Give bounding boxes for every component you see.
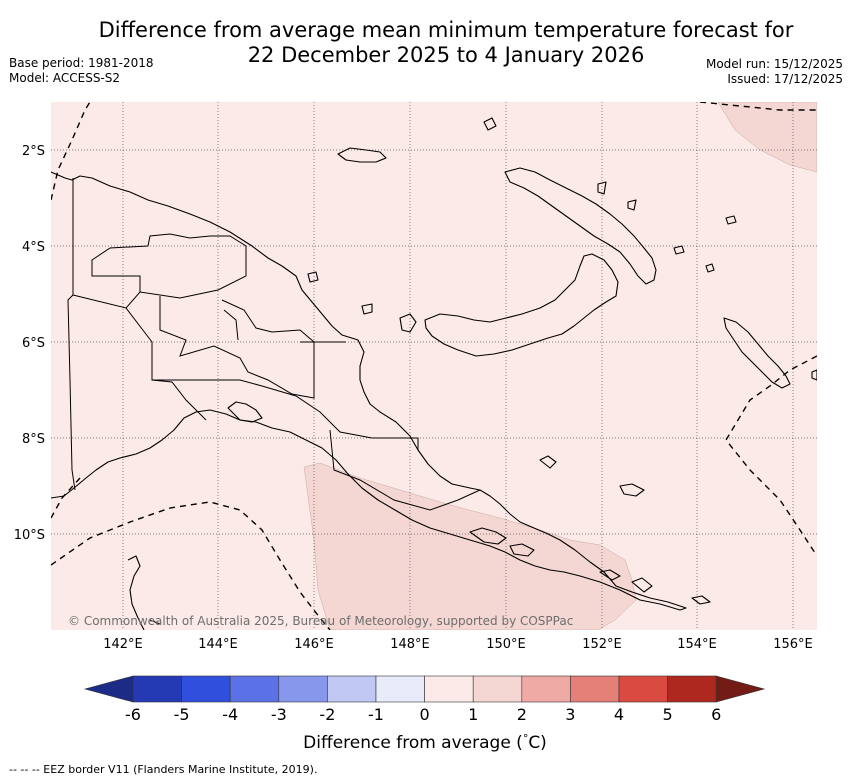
manus-island-coast: [337, 147, 387, 163]
colorbar-tick-label: 4: [614, 705, 624, 724]
colorbar-segment: [472, 675, 523, 703]
new-ireland-coast: [504, 167, 657, 285]
colorbar-title: Difference from average (°C): [0, 732, 850, 753]
eez-footnote: -- -- -- EEZ border V11 (Flanders Marine…: [9, 763, 318, 776]
lon-label: 156°E: [773, 637, 813, 652]
colorbar-segment: [132, 675, 182, 703]
title-line-2: 22 December 2025 to 4 January 2026: [247, 43, 645, 67]
colorbar-segment: [375, 675, 425, 703]
lon-label: 152°E: [582, 637, 622, 652]
lon-label: 142°E: [103, 637, 143, 652]
model-name: Model: ACCESS-S2: [9, 71, 121, 85]
province-border-west: [72, 233, 247, 309]
colorbar-segment: [424, 675, 474, 703]
colorbar-title-unit: C): [528, 733, 547, 753]
colorbar-tick-label: -4: [222, 705, 238, 724]
lon-label: 144°E: [198, 637, 238, 652]
colorbar-tick-label: -2: [319, 705, 335, 724]
new-britain-coast: [424, 253, 619, 357]
warmer-region-northeast: [717, 102, 817, 173]
base-period: Base period: 1981-2018: [9, 56, 154, 70]
colorbar-tick-label: 3: [565, 705, 575, 724]
colorbar-tick-label: -6: [125, 705, 141, 724]
louisiade-islands-coast: [599, 569, 711, 605]
colorbar-extend-low: [83, 675, 134, 703]
lon-label: 154°E: [677, 637, 717, 652]
colorbar-segment: [618, 675, 668, 703]
eez-borders: [51, 102, 817, 630]
colorbar-tick-label: 5: [663, 705, 673, 724]
lat-label: 6°S: [22, 336, 45, 351]
colorbar-segment: [570, 675, 620, 703]
colorbar-segment: [667, 675, 717, 703]
meta-left: Base period: 1981-2018 Model: ACCESS-S2: [9, 56, 154, 86]
province-border-south: [329, 429, 481, 511]
colorbar-segment: [181, 675, 231, 703]
bougainville-coast: [723, 317, 791, 389]
eez-border-east: [725, 355, 817, 557]
colorbar-segment: [278, 675, 328, 703]
map-attribution: © Commonwealth of Australia 2025, Bureau…: [68, 614, 573, 628]
lat-label: 8°S: [22, 432, 45, 447]
eez-border-north: [699, 102, 817, 111]
lon-label: 146°E: [294, 637, 334, 652]
province-border-central: [125, 307, 419, 450]
degree-symbol: °: [522, 732, 529, 745]
lat-label: 4°S: [22, 240, 45, 255]
dentrecasteaux-islands-coast: [469, 527, 535, 557]
lon-label: 148°E: [390, 637, 430, 652]
colorbar-tick-label: -3: [271, 705, 287, 724]
png-indonesia-border: [67, 178, 76, 491]
map-layers: © Commonwealth of Australia 2025, Bureau…: [51, 102, 817, 630]
eez-border-northwest: [51, 102, 91, 201]
map-title: Difference from average mean minimum tem…: [60, 18, 832, 68]
model-run: Model run: 15/12/2025: [705, 57, 843, 71]
colorbar-tick-label: 0: [420, 705, 430, 724]
province-border-highlands: [159, 296, 346, 399]
lat-label: 2°S: [22, 144, 45, 159]
australia-cape-york-coast: [127, 555, 161, 630]
admin-borders: [67, 178, 481, 511]
colorbar-segment: [229, 675, 280, 703]
colorbar-segment: [327, 675, 377, 703]
colorbar-tick-label: 1: [468, 705, 478, 724]
eez-border-west: [51, 477, 81, 519]
colorbar-title-text: Difference from average (: [303, 733, 523, 753]
longitude-labels: 142°E 144°E 146°E 148°E 150°E 152°E 154°…: [103, 637, 813, 652]
title-line-1: Difference from average mean minimum tem…: [98, 18, 794, 42]
colorbar-tick-label: 2: [517, 705, 527, 724]
trobriand-islands-coast: [539, 455, 645, 497]
fly-river-islands-coast: [227, 401, 263, 423]
coastlines: [51, 117, 817, 630]
colorbar-extend-high: [715, 675, 766, 703]
issued-date: Issued: 17/12/2025: [727, 72, 843, 86]
meta-right: Model run: 15/12/2025 Issued: 17/12/2025: [706, 57, 843, 87]
colorbar: -6 -5 -4 -3 -2 -1 0 1 2 3 4 5 6: [83, 675, 766, 724]
colorbar-tick-label: -5: [174, 705, 190, 724]
lon-label: 150°E: [486, 637, 526, 652]
colorbar-tick-label: 6: [711, 705, 721, 724]
colorbar-tick-label: -1: [368, 705, 384, 724]
lat-label: 10°S: [14, 528, 45, 543]
colorbar-segment: [521, 675, 571, 703]
latitude-labels: 2°S 4°S 6°S 8°S 10°S: [14, 144, 45, 543]
northern-small-islands-coast: [307, 117, 817, 381]
